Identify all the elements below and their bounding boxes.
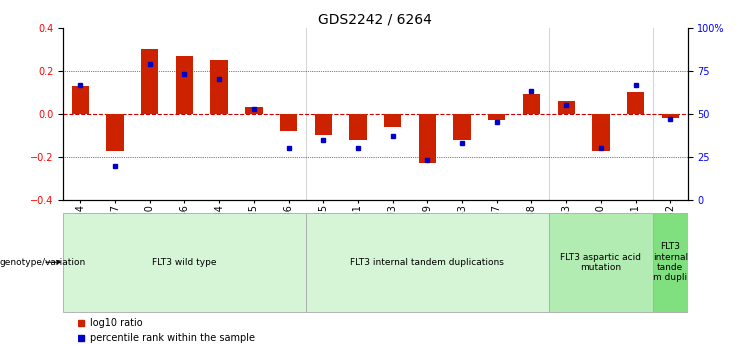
Text: FLT3 aspartic acid
mutation: FLT3 aspartic acid mutation: [560, 253, 642, 272]
Bar: [453, 114, 471, 140]
Bar: [315, 114, 332, 136]
Bar: [245, 107, 262, 114]
Bar: [523, 95, 540, 114]
Bar: [176, 56, 193, 114]
Bar: [349, 114, 367, 140]
Text: FLT3 internal tandem duplications: FLT3 internal tandem duplications: [350, 258, 505, 267]
Bar: [107, 114, 124, 150]
Title: GDS2242 / 6264: GDS2242 / 6264: [319, 12, 432, 27]
Text: log10 ratio: log10 ratio: [90, 318, 143, 328]
Bar: [549, 213, 653, 312]
Text: genotype/variation: genotype/variation: [0, 258, 86, 267]
Bar: [662, 114, 679, 118]
Bar: [306, 213, 549, 312]
Text: FLT3
internal
tande
m dupli: FLT3 internal tande m dupli: [653, 242, 688, 282]
Text: percentile rank within the sample: percentile rank within the sample: [90, 333, 256, 343]
Bar: [653, 213, 688, 312]
Bar: [210, 60, 227, 114]
Bar: [419, 114, 436, 164]
Bar: [592, 114, 610, 150]
Bar: [141, 49, 159, 114]
Bar: [627, 92, 644, 114]
Bar: [63, 213, 306, 312]
Bar: [280, 114, 297, 131]
Text: FLT3 wild type: FLT3 wild type: [152, 258, 216, 267]
Bar: [72, 86, 89, 114]
Bar: [384, 114, 402, 127]
Bar: [557, 101, 575, 114]
Bar: [488, 114, 505, 120]
